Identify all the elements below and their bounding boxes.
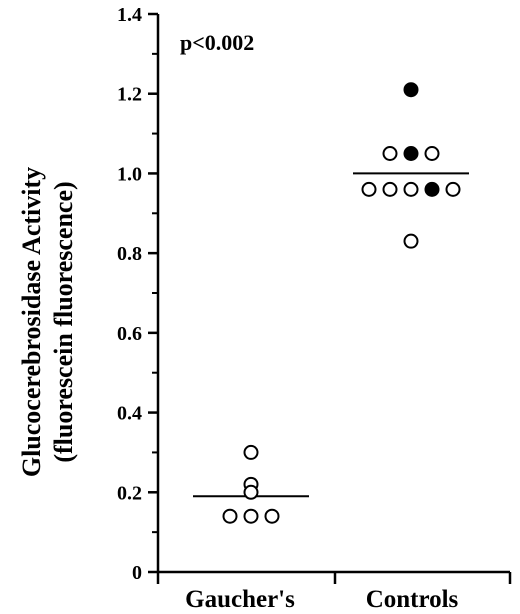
data-point-open xyxy=(243,444,259,460)
data-point-open xyxy=(264,508,280,524)
data-point-open xyxy=(243,484,259,500)
y-tick-label: 0.6 xyxy=(117,323,142,345)
data-point-open xyxy=(382,146,398,161)
p-value-annotation: p<0.002 xyxy=(180,30,254,55)
y-tick-label: 1.2 xyxy=(117,84,142,106)
data-point-open xyxy=(445,181,461,197)
data-point-filled xyxy=(424,181,440,197)
y-tick-label: 1.0 xyxy=(117,163,142,185)
data-point-open xyxy=(403,233,419,249)
data-point-open xyxy=(424,146,440,161)
y-tick-label: 1.4 xyxy=(117,4,142,26)
y-axis-label-line2: (fluorescein fluorescence) xyxy=(49,181,78,462)
x-category-label: Controls xyxy=(366,586,459,613)
y-tick-label: 0 xyxy=(132,562,142,584)
y-axis-label-line1: Glucocerebrosidase Activity xyxy=(17,167,46,477)
y-tick-label: 0.8 xyxy=(117,243,142,265)
data-point-open xyxy=(382,181,398,197)
data-point-filled xyxy=(403,82,419,98)
data-point-open xyxy=(243,508,259,524)
data-point-open xyxy=(222,508,238,524)
axes: 0 0.2 0.4 0.6 0.8 1.0 1.2 1.4 Gaucher's Controls xyxy=(117,4,512,613)
x-category-label: Gaucher's xyxy=(185,586,295,613)
y-tick-label: 0.2 xyxy=(117,482,142,504)
data-point-open xyxy=(361,181,377,197)
y-tick-label: 0.4 xyxy=(117,403,142,425)
data-point-filled xyxy=(403,146,419,161)
data-point-open xyxy=(403,181,419,197)
chart-marks xyxy=(193,82,469,524)
